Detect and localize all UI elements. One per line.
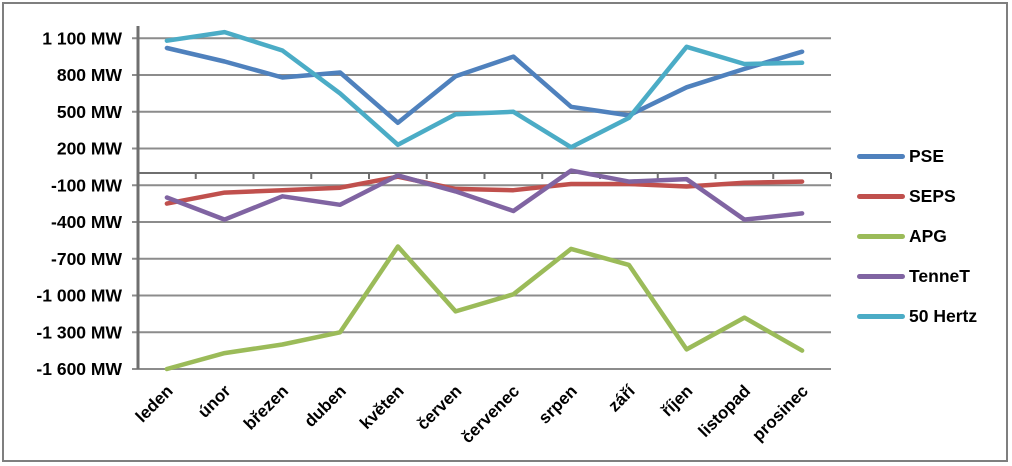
- series-line-apg: [164, 244, 805, 372]
- x-axis-label--nor: únor: [194, 381, 234, 421]
- legend-item-apg[interactable]: APG: [857, 216, 1006, 256]
- x-axis-label-b-ezen: březen: [240, 381, 292, 433]
- x-axis-label-srpen: srpen: [535, 381, 581, 427]
- y-axis-label-800: 800 MW: [57, 65, 123, 85]
- legend-item-50-hertz[interactable]: 50 Hertz: [857, 296, 1006, 336]
- legend-item-pse[interactable]: PSE: [857, 136, 1006, 176]
- series-line-pse: [164, 45, 805, 126]
- x-axis-label-kv-ten: květen: [356, 381, 408, 433]
- y-axis-label--100: -100 MW: [51, 175, 122, 195]
- x-axis-label--ervenec: červenec: [458, 381, 524, 447]
- series-line-tennet: [164, 168, 805, 222]
- legend-label-50-hertz: 50 Hertz: [909, 305, 978, 326]
- y-axis-label--400: -400 MW: [51, 212, 122, 232]
- legend-item-tennet[interactable]: TenneT: [857, 256, 1006, 296]
- legend-line-swatch-seps: [857, 193, 905, 199]
- x-axis-label--jen: říjen: [658, 381, 697, 420]
- x-axis-label-leden: leden: [132, 381, 177, 426]
- y-axis-label--700: -700 MW: [51, 249, 122, 269]
- legend-label-apg: APG: [909, 225, 947, 246]
- x-axis-label-listopad: listopad: [695, 381, 755, 441]
- y-axis-label--1300: -1 300 MW: [36, 322, 122, 342]
- y-axis-label-200: 200 MW: [57, 139, 123, 159]
- legend-label-tennet: TenneT: [909, 265, 970, 286]
- legend-item-seps[interactable]: SEPS: [857, 176, 1006, 216]
- y-axis-label-500: 500 MW: [57, 102, 123, 122]
- y-axis-label--1000: -1 000 MW: [36, 286, 122, 306]
- chart-legend: PSE SEPS APG TenneT 50 Hertz: [857, 136, 1006, 336]
- x-axis-label-z-: září: [605, 380, 640, 415]
- x-axis-label-duben: duben: [300, 381, 349, 430]
- x-axis-label--erven: červen: [413, 381, 465, 433]
- series-line-50-hertz: [164, 29, 805, 150]
- y-axis-label--1600: -1 600 MW: [36, 359, 122, 379]
- legend-line-swatch-apg: [857, 233, 905, 239]
- x-axis-label-prosinec: prosinec: [748, 381, 812, 445]
- legend-label-seps: SEPS: [909, 185, 956, 206]
- legend-line-swatch-50-hertz: [857, 313, 905, 319]
- legend-line-swatch-tennet: [857, 273, 905, 279]
- legend-line-swatch-pse: [857, 153, 905, 159]
- legend-label-pse: PSE: [909, 145, 945, 166]
- y-axis-label-1100: 1 100 MW: [42, 28, 122, 48]
